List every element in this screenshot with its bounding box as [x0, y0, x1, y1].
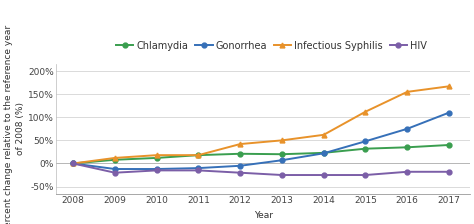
Legend: Chlamydia, Gonorrhea, Infectious Syphilis, HIV: Chlamydia, Gonorrhea, Infectious Syphili…	[116, 41, 427, 51]
Chlamydia	[363, 147, 368, 150]
Line: HIV: HIV	[71, 161, 451, 177]
Chlamydia	[237, 152, 243, 155]
Chlamydia	[112, 158, 118, 161]
HIV	[70, 162, 76, 165]
Infectious Syphilis	[279, 139, 285, 142]
Infectious Syphilis	[404, 90, 410, 93]
Gonorrhea	[363, 140, 368, 143]
Gonorrhea	[237, 164, 243, 167]
Chlamydia	[321, 151, 327, 154]
Chlamydia	[279, 153, 285, 156]
Line: Infectious Syphilis: Infectious Syphilis	[71, 84, 451, 166]
HIV	[321, 174, 327, 176]
Gonorrhea	[112, 168, 118, 170]
Infectious Syphilis	[363, 110, 368, 113]
Infectious Syphilis	[321, 134, 327, 136]
HIV	[196, 169, 201, 172]
HIV	[404, 170, 410, 173]
Chlamydia	[196, 154, 201, 157]
Line: Gonorrhea: Gonorrhea	[71, 110, 451, 171]
Gonorrhea	[70, 162, 76, 165]
HIV	[363, 174, 368, 176]
Gonorrhea	[404, 127, 410, 130]
HIV	[446, 170, 452, 173]
Gonorrhea	[279, 159, 285, 162]
Infectious Syphilis	[70, 162, 76, 165]
Gonorrhea	[154, 168, 159, 170]
HIV	[112, 171, 118, 174]
HIV	[279, 174, 285, 176]
HIV	[237, 171, 243, 174]
Infectious Syphilis	[446, 85, 452, 88]
Infectious Syphilis	[196, 154, 201, 157]
Infectious Syphilis	[237, 143, 243, 145]
Gonorrhea	[196, 167, 201, 169]
Line: Chlamydia: Chlamydia	[71, 142, 451, 166]
Infectious Syphilis	[154, 154, 159, 157]
Chlamydia	[404, 146, 410, 149]
Y-axis label: Percent change relative to the reference year
of 2008 (%): Percent change relative to the reference…	[4, 25, 25, 224]
Gonorrhea	[321, 152, 327, 155]
Gonorrhea	[446, 111, 452, 114]
Chlamydia	[446, 144, 452, 146]
Chlamydia	[154, 157, 159, 159]
X-axis label: Year: Year	[254, 211, 273, 220]
Infectious Syphilis	[112, 157, 118, 159]
Chlamydia	[70, 162, 76, 165]
HIV	[154, 169, 159, 172]
